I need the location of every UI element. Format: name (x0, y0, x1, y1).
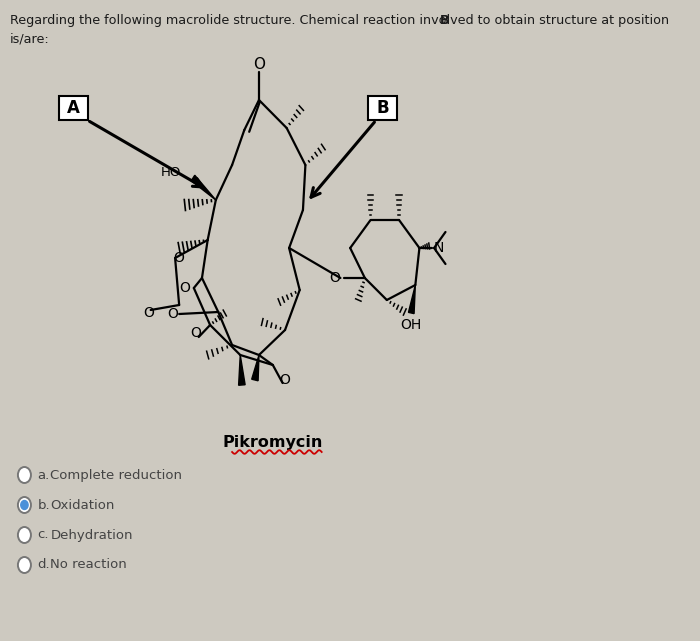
Text: O: O (279, 373, 290, 387)
Text: Regarding the following macrolide structure. Chemical reaction involved to obtai: Regarding the following macrolide struct… (10, 14, 673, 27)
Text: No reaction: No reaction (50, 558, 127, 572)
Polygon shape (409, 285, 415, 313)
Circle shape (18, 467, 31, 483)
Polygon shape (191, 175, 216, 200)
Text: O: O (253, 56, 265, 72)
Circle shape (18, 497, 31, 513)
Text: O: O (173, 251, 184, 265)
Text: Pikromycin: Pikromycin (223, 435, 323, 449)
Text: Dehydration: Dehydration (50, 528, 133, 542)
Text: d.: d. (38, 558, 50, 572)
Text: Complete reduction: Complete reduction (50, 469, 183, 481)
Text: OH: OH (400, 318, 422, 332)
Text: a.: a. (38, 469, 50, 481)
Circle shape (18, 527, 31, 543)
Circle shape (18, 557, 31, 573)
Polygon shape (252, 355, 259, 381)
Polygon shape (239, 355, 245, 385)
Text: N: N (434, 241, 444, 255)
Text: b.: b. (38, 499, 50, 512)
Text: O: O (167, 307, 178, 321)
Bar (59, 96, 88, 120)
Text: A: A (67, 99, 80, 117)
Text: O: O (330, 271, 340, 285)
Text: O: O (180, 281, 190, 295)
Text: c.: c. (38, 528, 49, 542)
Text: O: O (190, 326, 201, 340)
Text: B: B (377, 99, 389, 117)
Text: Oxidation: Oxidation (50, 499, 115, 512)
Text: O: O (143, 306, 154, 320)
Text: HO: HO (161, 165, 181, 178)
Bar (368, 96, 398, 120)
Text: B: B (440, 14, 449, 27)
Text: is/are:: is/are: (10, 32, 50, 45)
Circle shape (21, 501, 28, 510)
